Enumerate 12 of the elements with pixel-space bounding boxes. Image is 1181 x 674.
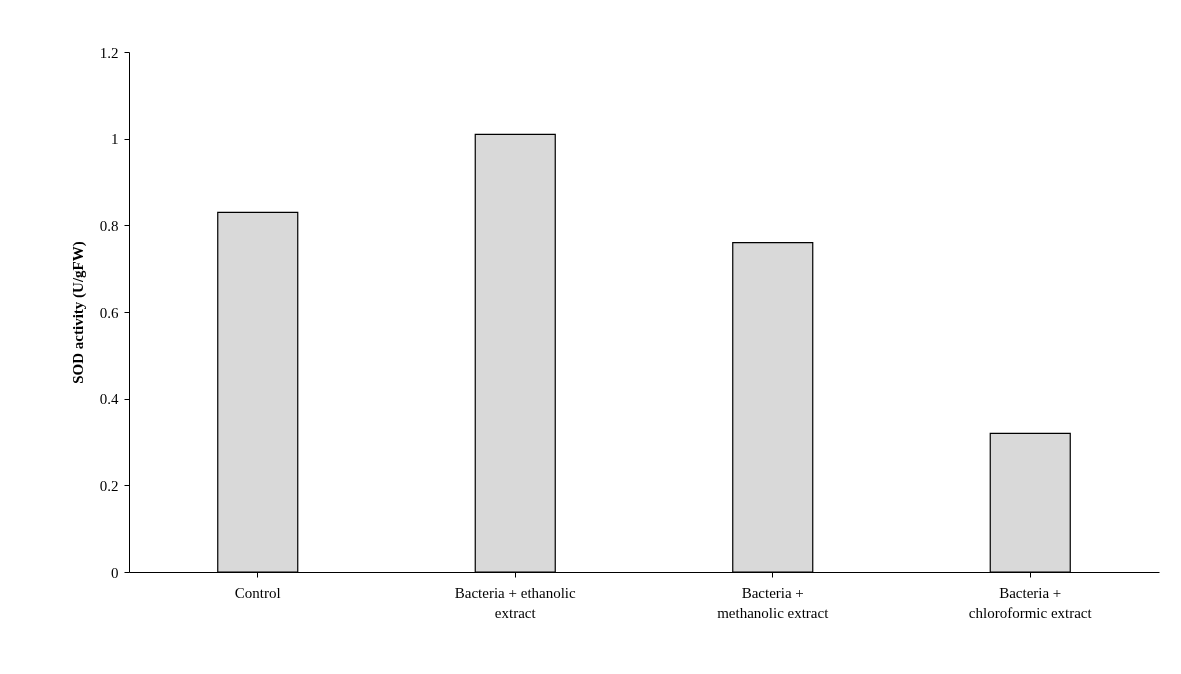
- x-tick-label: Control: [234, 584, 281, 601]
- y-tick-label: 1.2: [99, 44, 119, 61]
- y-tick-label: 1: [111, 131, 119, 148]
- y-tick-label: 0.6: [99, 304, 119, 321]
- x-tick-label: Bacteria + chloroformic extract: [968, 584, 1093, 621]
- x-tick-label: Bacteria + ethanolic extract: [454, 584, 577, 621]
- y-tick-label: 0.8: [99, 217, 119, 234]
- y-tick-label: 0.2: [99, 477, 119, 494]
- x-tick-label: Bacteria + methanolic extract: [717, 584, 830, 621]
- y-tick-label: 0.4: [99, 391, 119, 408]
- y-axis-title: SOD activity (U/gFW): [69, 241, 87, 384]
- y-tick-label: 0: [111, 564, 119, 581]
